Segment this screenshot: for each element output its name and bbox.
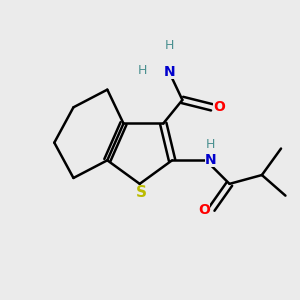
Text: H: H <box>206 138 215 151</box>
Text: H: H <box>138 64 147 77</box>
Text: H: H <box>164 39 174 52</box>
Text: N: N <box>163 65 175 79</box>
Text: S: S <box>136 184 147 200</box>
Text: O: O <box>213 100 225 114</box>
Text: O: O <box>199 203 210 218</box>
Text: N: N <box>205 153 216 167</box>
